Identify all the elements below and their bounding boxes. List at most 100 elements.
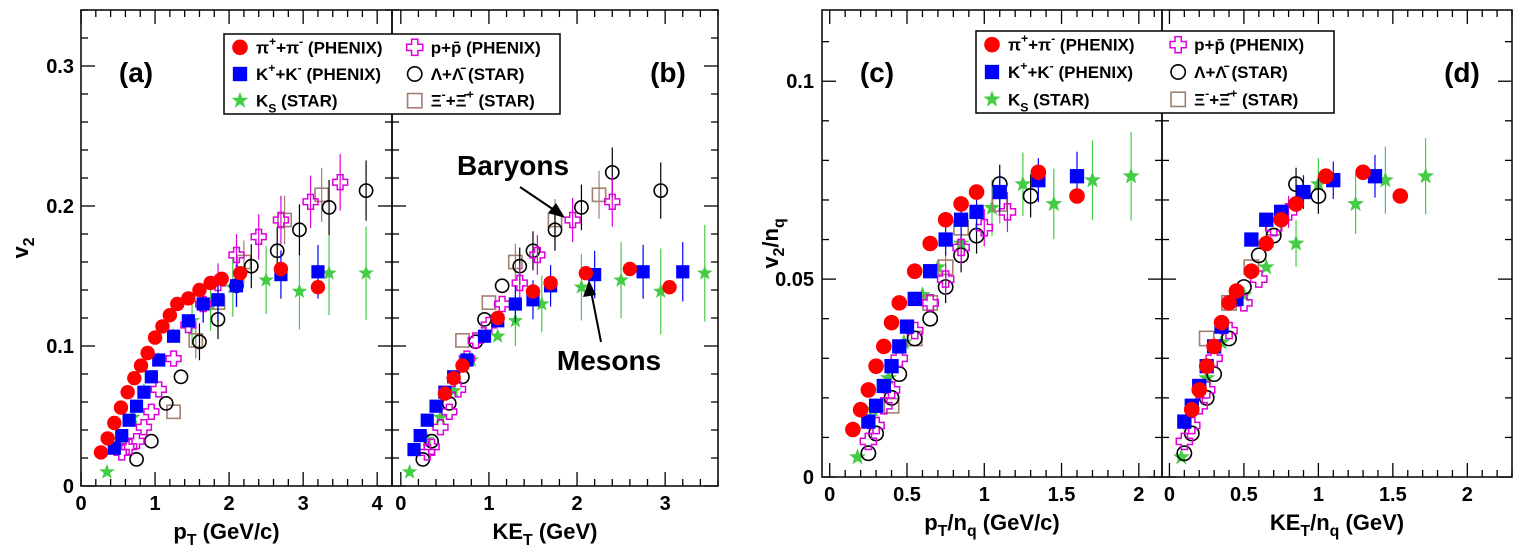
point-proton — [423, 438, 440, 455]
point-kaon — [899, 319, 915, 334]
point-kaon — [892, 339, 907, 354]
point-pion — [490, 310, 505, 326]
point-lambda — [860, 445, 877, 462]
point-pion — [446, 371, 461, 386]
point-k0s — [880, 369, 897, 386]
point-lambda — [547, 222, 563, 238]
panel-label: (a) — [119, 57, 153, 88]
point-proton — [890, 349, 909, 368]
point-proton — [493, 295, 511, 313]
y-axis-label: v2 — [8, 237, 38, 258]
point-k0s — [1198, 369, 1216, 386]
legend: π++π- (PHENIX) p+p̄ (PHENIX) K++K- (PHENIX… — [223, 33, 561, 116]
point-k0s — [1084, 171, 1101, 188]
x-tick-label: 0 — [1164, 484, 1175, 506]
annotation-mesons: Mesons — [557, 345, 661, 376]
point-xi — [277, 212, 293, 228]
point-pion — [310, 280, 326, 295]
point-kaon — [477, 329, 492, 343]
point-k0s — [445, 382, 462, 398]
point-k0s — [573, 279, 590, 294]
point-pion — [868, 358, 884, 374]
x-tick-label: 1 — [979, 484, 990, 506]
point-proton — [1205, 349, 1223, 368]
point-pion — [1228, 283, 1245, 299]
point-k0s — [1257, 258, 1275, 275]
point-proton — [511, 274, 528, 292]
y-tick-label: 0.1 — [786, 71, 814, 93]
panel-b: 0 1 2 3 KET (GeV) (b) — [391, 9, 719, 549]
point-pion — [953, 196, 969, 212]
point-kaon — [196, 297, 210, 311]
point-k0s — [291, 283, 308, 298]
point-lambda — [321, 199, 337, 215]
annotation-arrowhead-baryons — [548, 203, 565, 218]
point-kaon — [211, 293, 225, 307]
data-points — [401, 147, 713, 479]
point-kaon — [938, 232, 953, 247]
point-pion — [120, 385, 135, 400]
point-kaon — [868, 398, 884, 413]
x-tick-label: 1.5 — [1048, 484, 1076, 506]
point-lambda — [143, 433, 159, 449]
point-proton — [564, 211, 581, 229]
x-tick-label: 2 — [1133, 484, 1144, 506]
point-k0s — [1213, 333, 1230, 350]
point-kaon — [508, 297, 522, 311]
x-axis-label: pT (GeV/c) — [173, 519, 279, 549]
point-lambda — [922, 310, 939, 327]
point-lambda — [292, 222, 307, 238]
point-xi — [922, 294, 939, 311]
point-kaon — [1259, 212, 1274, 227]
point-kaon — [1367, 169, 1383, 184]
point-kaon — [129, 399, 144, 413]
point-kaon — [311, 265, 325, 279]
point-pion — [1183, 401, 1200, 418]
x-tick-label: 2 — [571, 493, 582, 515]
point-k0s — [534, 295, 550, 311]
point-k0s — [697, 265, 713, 280]
point-lambda — [653, 183, 669, 198]
point-k0s — [1122, 167, 1140, 184]
y-tick-label: 0.05 — [775, 269, 814, 291]
point-xi — [591, 187, 607, 203]
point-k0s — [489, 328, 506, 343]
data-points — [845, 131, 1140, 465]
legend-label-xi: Ξ-+Ξ̄+ (STAR) — [431, 88, 535, 111]
point-kaon — [923, 264, 938, 279]
point-k0s — [1417, 167, 1435, 184]
point-lambda — [269, 243, 285, 259]
legend: π++π- (PHENIX) p+p̄ (PHENIX) K++K- (PHENIX… — [975, 30, 1335, 114]
point-proton — [150, 381, 167, 398]
x-tick-label: 2 — [1462, 484, 1473, 506]
legend-label-pion: π++π- (PHENIX) — [1008, 32, 1135, 55]
point-k0s — [99, 463, 115, 479]
point-kaon — [137, 385, 151, 399]
point-k0s — [432, 409, 449, 424]
annotations: Baryons Mesons — [457, 150, 661, 376]
point-kaon — [861, 414, 876, 429]
point-pion — [100, 431, 115, 446]
point-kaon — [884, 359, 899, 374]
point-kaon — [636, 265, 650, 279]
legend-label-lambda: Λ+Λ̄ (STAR) — [1194, 63, 1288, 82]
point-pion — [1288, 196, 1304, 212]
point-proton — [859, 432, 878, 451]
point-k0s — [258, 272, 274, 287]
point-pion — [133, 358, 149, 373]
point-pion — [1030, 164, 1047, 181]
point-k0s — [1172, 448, 1190, 465]
point-pion — [1213, 314, 1230, 331]
point-pion — [662, 280, 677, 295]
chart-group-1: v2 0 0.1 0.2 0.3 0 1 2 3 4 pT (GeV/c) (a) 0 1 2 3 KET (G… — [8, 9, 719, 549]
point-proton — [272, 211, 290, 229]
point-kaon — [229, 279, 244, 293]
point-pion — [525, 284, 541, 299]
legend-label-xi: Ξ-+Ξ̄+ (STAR) — [1194, 86, 1298, 109]
point-pion — [891, 295, 908, 311]
point-pion — [845, 421, 861, 438]
point-kaon — [1244, 232, 1259, 247]
legend-marker-k0s — [231, 91, 249, 108]
y-tick-label: 0.2 — [46, 196, 74, 218]
point-proton — [432, 419, 449, 436]
